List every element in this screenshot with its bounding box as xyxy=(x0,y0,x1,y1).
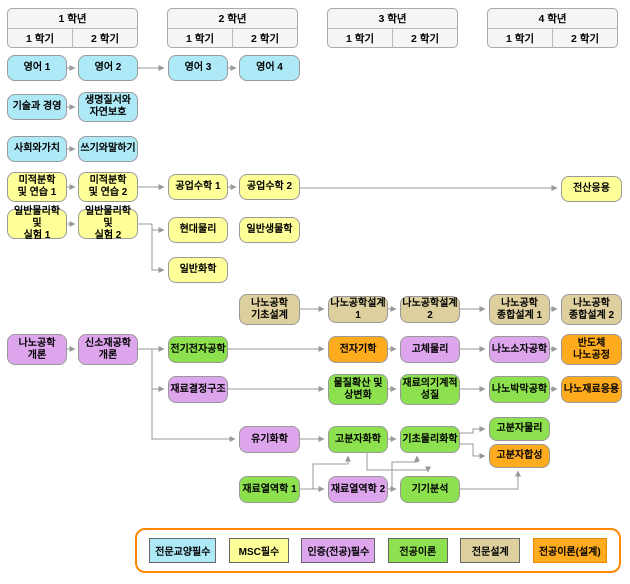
course-solid-physics: 고체물리 xyxy=(400,336,460,363)
course-nano-materials-app: 나노재료응용 xyxy=(561,376,622,403)
semester-label: 2 학기 xyxy=(410,33,440,45)
semester-label: 2 학기 xyxy=(570,33,600,45)
course-polymer-physics: 고분자물리 xyxy=(489,417,550,441)
course-materials-thermo1: 재료열역학 1 xyxy=(239,476,300,503)
course-polymer-chem: 고분자화학 xyxy=(328,426,388,453)
legend-item-msc: MSC필수 xyxy=(228,538,289,563)
legend-item-theory-design: 전공이론(설계) xyxy=(532,538,607,563)
course-nano-capstone1: 나노공학 종합설계 1 xyxy=(489,294,550,325)
course-eng-math2: 공업수학 2 xyxy=(239,174,300,200)
course-electromagnetics: 전자기학 xyxy=(328,336,388,363)
course-gen-physics2: 일반물리학 및 실험 2 xyxy=(78,206,138,241)
course-writing-speaking: 쓰기와말하기 xyxy=(78,136,138,162)
course-semiconductor-nano-process: 반도체 나노공정 xyxy=(561,334,622,365)
course-nano-design1: 나노공학설계 1 xyxy=(328,296,388,323)
semester-label: 1 학기 xyxy=(328,29,393,48)
legend-item-major-theory: 전공이론 xyxy=(387,538,448,563)
course-tech-mgmt: 기술과 경영 xyxy=(7,94,67,120)
legend-item-capstone-design: 전문설계 xyxy=(460,538,521,563)
year-header-3: 3 학년 1 학기 2 학기 xyxy=(327,8,458,48)
semester-label: 1 학기 xyxy=(8,29,73,48)
year-header-2: 2 학년 1 학기 2 학기 xyxy=(167,8,298,48)
course-diffusion-phase: 물질확산 및 상변화 xyxy=(328,374,388,405)
course-life-order-nature: 생명질서와 자연보호 xyxy=(78,92,138,122)
course-instrument-analysis: 기기분석 xyxy=(400,476,460,503)
course-basic-physical-chem: 기초물리화학 xyxy=(400,426,460,453)
course-nano-capstone2: 나노공학 종합설계 2 xyxy=(561,294,622,325)
course-eng3: 영어 3 xyxy=(168,55,228,81)
year-header-4: 4 학년 1 학기 2 학기 xyxy=(487,8,618,48)
course-materials-thermo2: 재료열역학 2 xyxy=(328,476,388,503)
course-calculus2: 미적분학 및 연습 2 xyxy=(78,172,138,202)
course-calculus1: 미적분학 및 연습 1 xyxy=(7,172,67,202)
course-eng-math1: 공업수학 1 xyxy=(168,174,228,200)
course-nano-device: 나노소자공학 xyxy=(489,336,550,363)
course-materials-intro: 신소재공학 개론 xyxy=(78,334,138,365)
course-nano-design2: 나노공학설계 2 xyxy=(400,296,460,323)
course-gen-biology: 일반생물학 xyxy=(239,217,300,243)
course-organic-chem: 유기화학 xyxy=(239,426,300,453)
course-electrical-electronics: 전기전자공학 xyxy=(168,336,228,363)
year-label: 1 학년 xyxy=(8,9,137,29)
course-polymer-synthesis: 고분자합성 xyxy=(489,444,550,468)
semester-label: 1 학기 xyxy=(168,29,233,48)
legend-item-major-required: 인증(전공)필수 xyxy=(301,538,376,563)
course-nano-thin-film: 나노박막공학 xyxy=(489,376,550,403)
semester-label: 2 학기 xyxy=(250,33,280,45)
course-modern-physics: 현대물리 xyxy=(168,217,228,243)
course-gen-physics1: 일반물리학 및 실험 1 xyxy=(7,206,67,241)
course-nano-basic-design: 나노공학 기초설계 xyxy=(239,294,300,325)
year-header-1: 1 학년 1 학기 2 학기 xyxy=(7,8,138,48)
semester-label: 2 학기 xyxy=(90,33,120,45)
course-eng1: 영어 1 xyxy=(7,55,67,81)
legend: 전문교양필수 MSC필수 인증(전공)필수 전공이론 전문설계 전공이론(설계) xyxy=(135,528,621,573)
course-crystal-structure: 재료결정구조 xyxy=(168,376,228,403)
semester-label: 1 학기 xyxy=(488,29,553,48)
course-computer-app: 전산응용 xyxy=(561,176,622,202)
year-label: 3 학년 xyxy=(328,9,457,29)
year-label: 4 학년 xyxy=(488,9,617,29)
year-label: 2 학년 xyxy=(168,9,297,29)
legend-item-liberal: 전문교양필수 xyxy=(149,538,217,563)
course-society-value: 사회와가치 xyxy=(7,136,67,162)
course-gen-chemistry: 일반화학 xyxy=(168,257,228,283)
course-eng2: 영어 2 xyxy=(78,55,138,81)
course-eng4: 영어 4 xyxy=(239,55,300,81)
course-nano-intro: 나노공학 개론 xyxy=(7,334,67,365)
course-mechanical-properties: 재료의기계적 성질 xyxy=(400,374,460,405)
